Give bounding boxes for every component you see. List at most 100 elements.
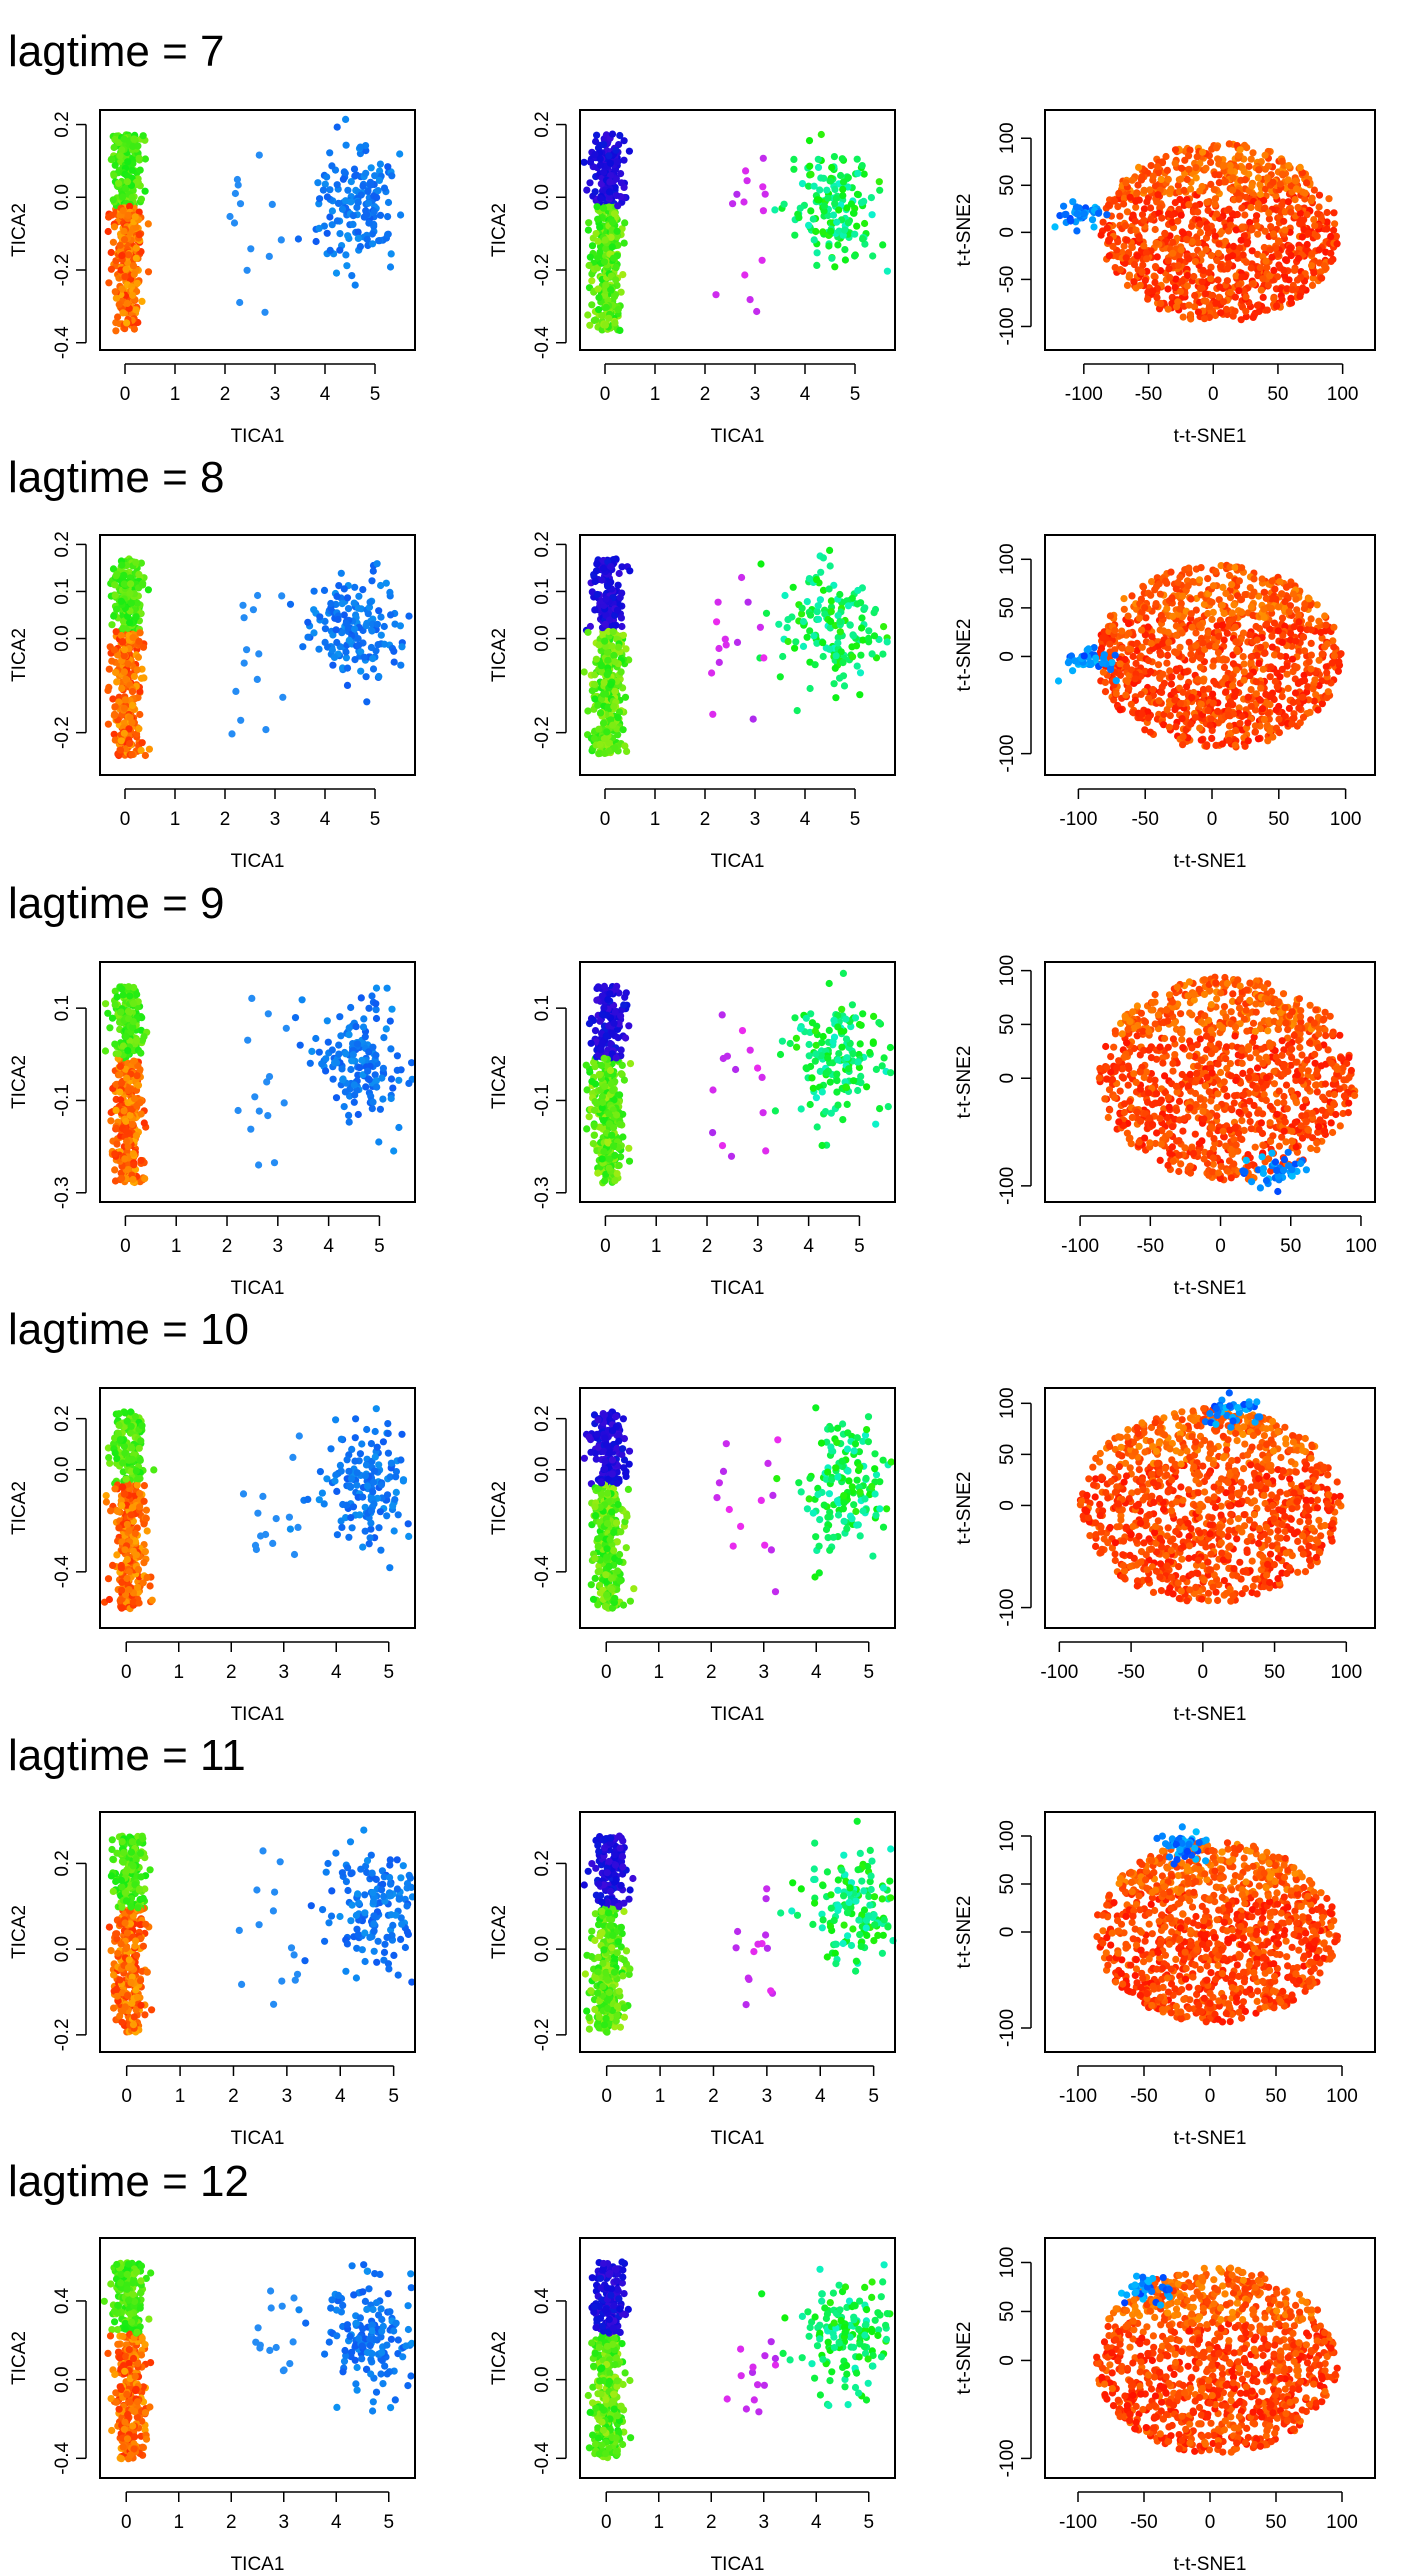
scatter-point [1222,590,1229,597]
scatter-point [853,642,860,649]
scatter-point [1130,653,1137,660]
scatter-point [1164,285,1171,292]
scatter-point [1129,244,1136,251]
scatter-point [1295,255,1302,262]
scatter-point [1248,603,1255,610]
scatter-point [1185,582,1192,589]
scatter-point [343,620,350,627]
scatter-point [1299,694,1306,701]
scatter-point [1210,609,1217,616]
scatter-point [1205,207,1212,214]
scatter-point [1226,722,1233,729]
scatter-point [1152,263,1159,270]
scatter-point [128,751,135,758]
scatter-point [1099,634,1106,641]
scatter-point [605,315,612,322]
scatter-panel-8-tica: 0 1 2 3 4 5-0.20.00.10.2TICA1TICA2 [9,531,415,872]
scatter-point [381,185,388,192]
scatter-point [1282,256,1289,263]
scatter-point [854,663,861,670]
scatter-point [609,131,616,138]
scatter-point [1323,621,1330,628]
scatter-point [124,178,131,185]
scatter-point [138,196,145,203]
scatter-point [832,694,839,701]
scatter-point [113,571,120,578]
scatter-point [278,236,285,243]
scatter-point [134,280,141,287]
scatter-point [1275,627,1282,634]
scatter-point [1203,224,1210,231]
scatter-point [1112,652,1119,659]
scatter-point [121,668,128,675]
scatter-point [131,673,138,680]
scatter-point [813,262,820,269]
scatter-point [1214,708,1221,715]
scatter-panel-7-tica: 0 1 2 3 4 5-0.4-0.20.00.2TICA1TICA2 [9,110,415,447]
scatter-point [1238,274,1245,281]
scatter-point [1126,272,1133,279]
scatter-point [128,600,135,607]
scatter-point [1196,622,1203,629]
scatter-point [279,694,286,701]
scatter-point [1232,294,1239,301]
scatter-point [131,271,138,278]
scatter-point [1244,719,1251,726]
scatter-point [234,176,241,183]
scatter-point [1147,204,1154,211]
scatter-point [592,138,599,145]
scatter-point [1271,651,1278,658]
scatter-point [1062,211,1069,218]
scatter-point [602,236,609,243]
scatter-point [1163,660,1170,667]
scatter-point [1263,595,1270,602]
scatter-point [585,219,592,226]
scatter-point [790,156,797,163]
scatter-point [368,577,375,584]
scatter-point [1176,605,1183,612]
scatter-point [1209,691,1216,698]
scatter-point [744,177,751,184]
scatter-point [741,271,748,278]
scatter-point [1071,657,1078,664]
scatter-point [108,621,115,628]
x-tick-label: 5 [850,384,861,405]
scatter-point [834,639,841,646]
scatter-point [1213,144,1220,151]
scatter-point [122,675,129,682]
scatter-point [836,591,843,598]
scatter-point [129,688,136,695]
scatter-point [287,601,294,608]
scatter-point [790,584,797,591]
y-tick-label: -0.2 [52,716,73,749]
scatter-point [381,641,388,648]
scatter-point [1285,685,1292,692]
scatter-point [121,730,128,737]
scatter-point [355,635,362,642]
scatter-point [858,199,865,206]
scatter-point [880,623,887,630]
row-title-10: lagtime = 10 [8,1305,249,1354]
scatter-point [1330,624,1337,631]
scatter-point [1208,599,1215,606]
scatter-point [1253,623,1260,630]
scatter-point [868,194,875,201]
scatter-point [595,294,602,301]
scatter-point [1319,651,1326,658]
x-tick-label: 5 [850,809,861,830]
scatter-point [607,160,614,167]
scatter-point [1131,261,1138,268]
scatter-point [593,656,600,663]
scatter-point [1172,723,1179,730]
scatter-point [1330,643,1337,650]
scatter-point [1285,176,1292,183]
scatter-point [137,167,144,174]
scatter-point [121,646,128,653]
scatter-point [1285,198,1292,205]
scatter-point [322,625,329,632]
scatter-point [375,641,382,648]
y-tick-label: 0 [997,227,1018,238]
scatter-point [750,716,757,723]
scatter-point [364,188,371,195]
scatter-point [591,606,598,613]
